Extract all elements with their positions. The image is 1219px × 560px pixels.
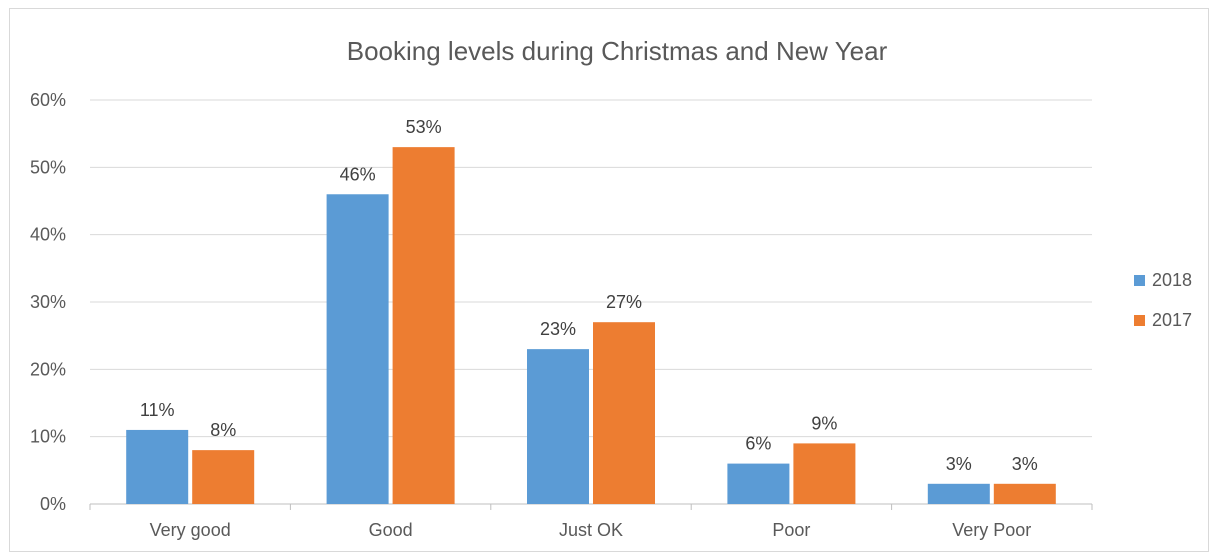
data-label: 3% xyxy=(946,454,972,474)
legend-label: 2017 xyxy=(1152,310,1192,330)
legend: 2018 2017 xyxy=(1134,270,1192,330)
data-label: 11% xyxy=(140,400,175,420)
chart-title: Booking levels during Christmas and New … xyxy=(347,36,888,66)
y-axis: 0% 10% 20% 30% 40% 50% 60% xyxy=(30,90,66,514)
legend-swatch xyxy=(1134,315,1145,326)
data-label: 3% xyxy=(1012,454,1038,474)
bars xyxy=(126,147,1056,504)
y-tick-label: 0% xyxy=(40,494,66,514)
bar-2018-good xyxy=(326,194,389,504)
x-tick-label: Very Poor xyxy=(952,520,1031,540)
bar-2017-good xyxy=(392,147,455,504)
data-label: 53% xyxy=(406,117,442,137)
data-label: 8% xyxy=(210,420,236,440)
x-tick-label: Just OK xyxy=(559,520,623,540)
x-axis: Very good Good Just OK Poor Very Poor xyxy=(89,504,1093,540)
y-tick-label: 40% xyxy=(30,225,66,245)
y-tick-label: 20% xyxy=(30,359,66,379)
y-tick-label: 60% xyxy=(30,90,66,110)
bar-2017-just-ok xyxy=(593,322,655,504)
data-labels: 11% 46% 23% 6% 3% 8% 53% 27% 9% 3% xyxy=(140,117,1038,474)
legend-swatch xyxy=(1134,275,1145,286)
bar-2017-very-good xyxy=(192,450,255,504)
y-tick-label: 50% xyxy=(30,157,66,177)
data-label: 27% xyxy=(606,292,642,312)
y-tick-label: 10% xyxy=(30,427,66,447)
data-label: 6% xyxy=(745,434,771,454)
gridlines xyxy=(90,99,1092,505)
bar-2018-just-ok xyxy=(527,349,589,504)
bar-2018-poor xyxy=(727,463,790,504)
data-label: 23% xyxy=(540,319,576,339)
x-tick-label: Very good xyxy=(150,520,231,540)
bar-2017-very-poor xyxy=(993,483,1056,504)
bar-2017-poor xyxy=(793,443,856,504)
legend-label: 2018 xyxy=(1152,270,1192,290)
x-tick-label: Poor xyxy=(772,520,810,540)
data-label: 46% xyxy=(340,164,376,184)
y-tick-label: 30% xyxy=(30,292,66,312)
bar-2018-very-poor xyxy=(927,483,990,504)
data-label: 9% xyxy=(811,413,837,433)
x-tick-label: Good xyxy=(369,520,413,540)
bar-2018-very-good xyxy=(126,429,189,504)
